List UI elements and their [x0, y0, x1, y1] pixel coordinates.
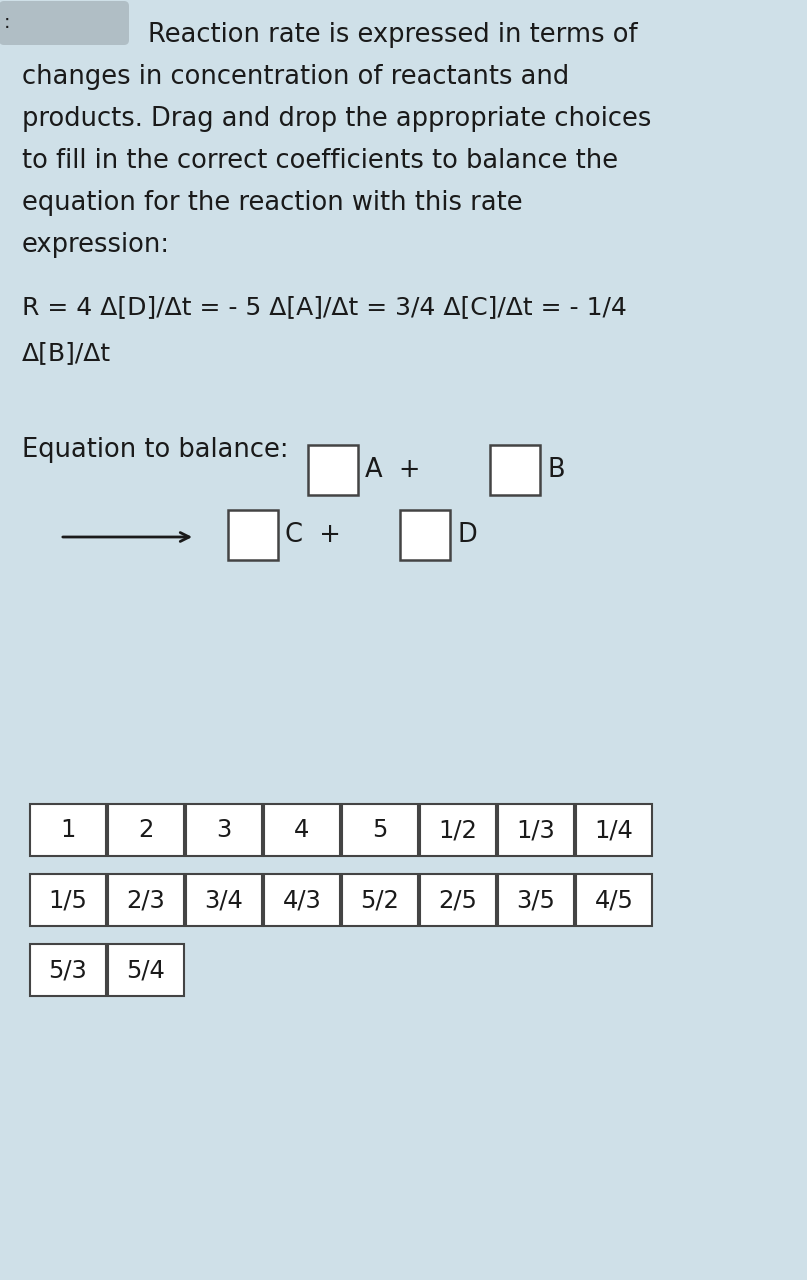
Bar — [108, 874, 184, 925]
Bar — [30, 874, 106, 925]
Bar — [400, 509, 450, 561]
Bar — [420, 804, 496, 856]
Text: 4: 4 — [295, 818, 310, 842]
Text: products. Drag and drop the appropriate choices: products. Drag and drop the appropriate … — [22, 106, 651, 132]
Text: 1: 1 — [61, 818, 76, 842]
Text: 2/5: 2/5 — [438, 888, 478, 911]
Text: 5: 5 — [372, 818, 387, 842]
Bar — [498, 804, 574, 856]
Text: 2: 2 — [138, 818, 153, 842]
Text: Reaction rate is expressed in terms of: Reaction rate is expressed in terms of — [148, 22, 638, 47]
FancyBboxPatch shape — [0, 1, 129, 45]
Text: B: B — [547, 457, 565, 483]
Text: 1/2: 1/2 — [438, 818, 478, 842]
Text: expression:: expression: — [22, 232, 170, 259]
Text: 5/2: 5/2 — [361, 888, 399, 911]
Text: C  +: C + — [285, 522, 341, 548]
Text: Equation to balance:: Equation to balance: — [22, 436, 288, 463]
Bar — [186, 874, 262, 925]
Text: D: D — [457, 522, 477, 548]
Bar — [108, 945, 184, 996]
Text: 1/3: 1/3 — [516, 818, 555, 842]
Text: 4/5: 4/5 — [595, 888, 633, 911]
Bar — [186, 804, 262, 856]
Text: 5/4: 5/4 — [127, 957, 165, 982]
Bar — [498, 874, 574, 925]
Text: 3/5: 3/5 — [516, 888, 555, 911]
Text: Δ[B]/Δt: Δ[B]/Δt — [22, 340, 111, 365]
Text: 1/4: 1/4 — [595, 818, 633, 842]
Bar — [308, 445, 358, 495]
Bar — [264, 804, 340, 856]
Text: equation for the reaction with this rate: equation for the reaction with this rate — [22, 189, 523, 216]
Bar — [576, 804, 652, 856]
Text: 5/3: 5/3 — [48, 957, 87, 982]
Text: changes in concentration of reactants and: changes in concentration of reactants an… — [22, 64, 569, 90]
Text: to fill in the correct coefficients to balance the: to fill in the correct coefficients to b… — [22, 148, 618, 174]
Text: 1/5: 1/5 — [48, 888, 87, 911]
Bar — [30, 945, 106, 996]
Bar — [30, 804, 106, 856]
Bar — [228, 509, 278, 561]
Bar — [490, 445, 540, 495]
Bar — [264, 874, 340, 925]
Text: 3: 3 — [216, 818, 232, 842]
Bar — [108, 804, 184, 856]
Bar — [342, 874, 418, 925]
Text: R = 4 Δ[D]/Δt = - 5 Δ[A]/Δt = 3/4 Δ[C]/Δt = - 1/4: R = 4 Δ[D]/Δt = - 5 Δ[A]/Δt = 3/4 Δ[C]/Δ… — [22, 294, 627, 319]
Text: A  +: A + — [365, 457, 420, 483]
Text: 4/3: 4/3 — [282, 888, 321, 911]
Text: 2/3: 2/3 — [127, 888, 165, 911]
Bar — [342, 804, 418, 856]
Text: 3/4: 3/4 — [204, 888, 244, 911]
Bar — [420, 874, 496, 925]
Text: :: : — [4, 13, 10, 32]
Bar — [576, 874, 652, 925]
